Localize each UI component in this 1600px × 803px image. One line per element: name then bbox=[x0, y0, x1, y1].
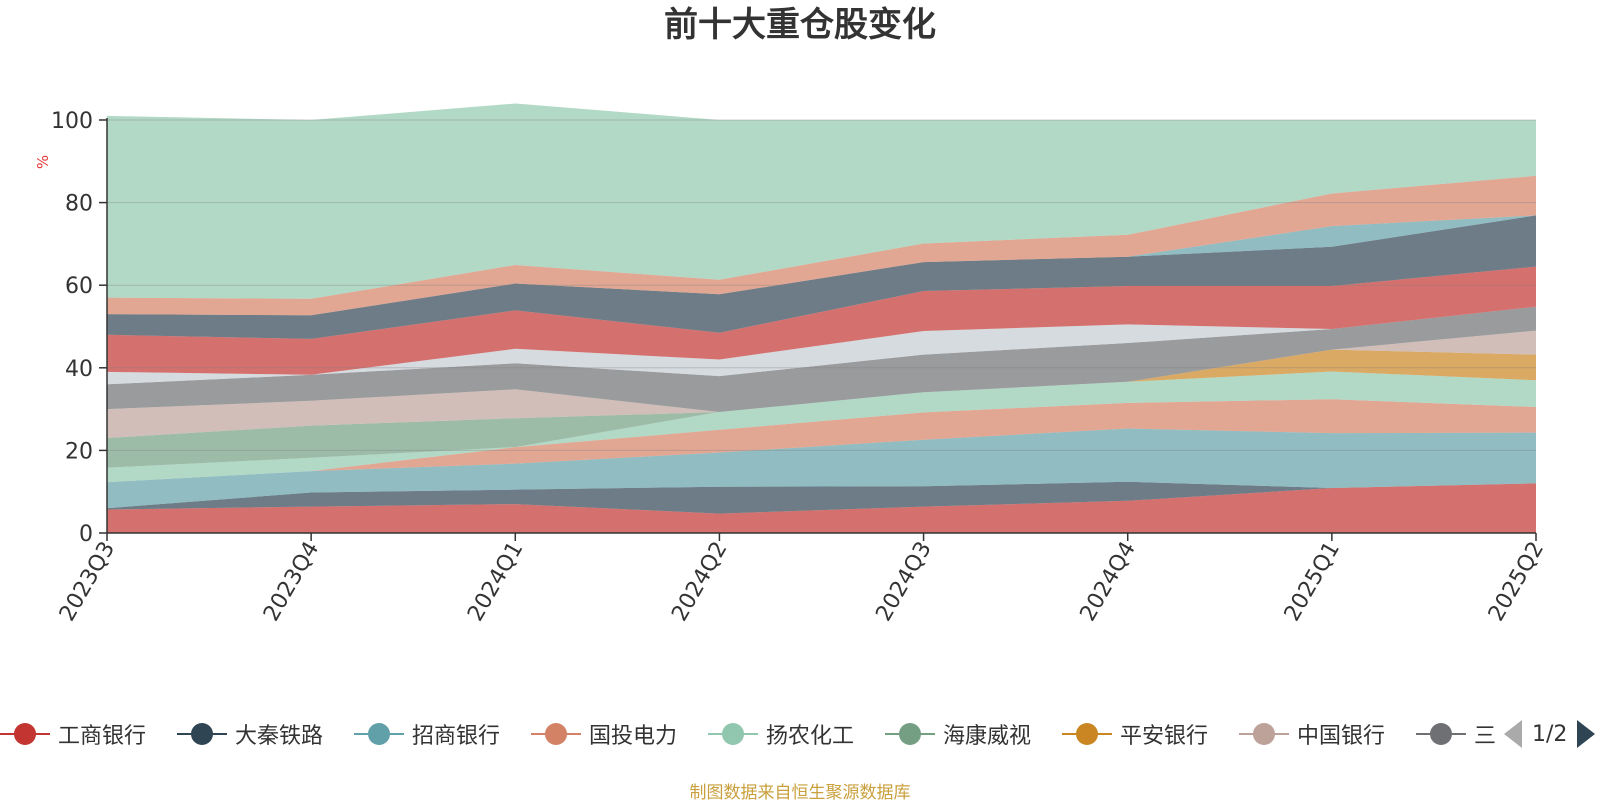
x-tick-label: 2024Q4 bbox=[1076, 538, 1141, 626]
legend-label: 三 bbox=[1474, 724, 1497, 749]
legend-item[interactable]: 工商银行 bbox=[0, 714, 146, 754]
area-series-layer bbox=[107, 103, 1536, 533]
grid-layer bbox=[107, 119, 1536, 451]
legend-marker-icon bbox=[177, 714, 227, 754]
x-tick-label: 2025Q2 bbox=[1484, 538, 1549, 626]
legend-label: 中国银行 bbox=[1297, 724, 1386, 749]
area-series-6 bbox=[107, 349, 1536, 438]
y-tick-label: 80 bbox=[65, 192, 93, 217]
legend-marker-icon bbox=[885, 714, 935, 754]
legend-marker-icon bbox=[354, 714, 404, 754]
y-tick-label: 0 bbox=[79, 522, 93, 547]
legend-label: 平安银行 bbox=[1120, 724, 1209, 749]
area-series-10 bbox=[107, 266, 1536, 375]
legend-marker-icon bbox=[1062, 714, 1112, 754]
legend-item[interactable]: 海康威视 bbox=[885, 714, 1031, 754]
y-tick-label: 20 bbox=[65, 439, 93, 464]
legend-item[interactable]: 平安银行 bbox=[1062, 714, 1208, 754]
legend-prev-icon[interactable] bbox=[1504, 720, 1522, 748]
area-series-13 bbox=[107, 175, 1536, 316]
legend-item[interactable]: 三 bbox=[1416, 714, 1496, 754]
legend-label: 招商银行 bbox=[412, 724, 501, 749]
legend-item[interactable]: 中国银行 bbox=[1239, 714, 1385, 754]
legend-label: 扬农化工 bbox=[766, 724, 855, 749]
area-series-5 bbox=[107, 371, 1536, 468]
area-series-8 bbox=[107, 306, 1536, 412]
x-tick-label: 2025Q1 bbox=[1280, 538, 1345, 626]
legend-label: 工商银行 bbox=[58, 724, 147, 749]
area-series-4 bbox=[107, 371, 1536, 483]
legend-marker-icon bbox=[1416, 714, 1466, 754]
legend-item[interactable]: 国投电力 bbox=[531, 714, 677, 754]
x-tick-label: 2023Q3 bbox=[55, 538, 120, 626]
legend-label: 大秦铁路 bbox=[235, 724, 324, 749]
y-axis-label: % bbox=[34, 155, 52, 169]
legend-marker-icon bbox=[0, 714, 50, 754]
x-tick-label: 2024Q3 bbox=[871, 538, 936, 626]
x-tick-label: 2024Q2 bbox=[667, 538, 732, 626]
area-series-0 bbox=[107, 483, 1536, 533]
legend-marker-icon bbox=[1239, 714, 1289, 754]
y-tick-label: 60 bbox=[65, 274, 93, 299]
source-note: 制图数据来自恒生聚源数据库 bbox=[689, 783, 911, 803]
area-series-12 bbox=[107, 215, 1536, 316]
area-series-9 bbox=[107, 306, 1536, 385]
area-series-14 bbox=[107, 103, 1536, 299]
area-series-1 bbox=[107, 481, 1536, 514]
legend-item[interactable]: 招商银行 bbox=[354, 714, 500, 754]
legend-label: 国投电力 bbox=[589, 724, 678, 749]
legend-item[interactable]: 大秦铁路 bbox=[177, 714, 323, 754]
legend-pager: 1/2 bbox=[1496, 714, 1600, 754]
legend: 工商银行 大秦铁路 招商银行 国投电力 扬农化工 海康威视 平安银行 中国银行 三 bbox=[0, 714, 1600, 754]
legend-label: 海康威视 bbox=[943, 724, 1032, 749]
y-tick-label: 100 bbox=[51, 109, 93, 134]
y-tick-label: 40 bbox=[65, 357, 93, 382]
legend-marker-icon bbox=[531, 714, 581, 754]
chart-title: 前十大重仓股变化 bbox=[664, 5, 936, 45]
legend-item[interactable]: 扬农化工 bbox=[708, 714, 854, 754]
chart-canvas: 0 20 40 60 80 100 2023Q3 2023Q4 2024Q1 2024Q2 2024… bbox=[34, 103, 1549, 626]
legend-marker-icon bbox=[708, 714, 758, 754]
x-tick-label: 2024Q1 bbox=[463, 538, 528, 626]
area-series-3 bbox=[107, 399, 1536, 483]
legend-page-indicator: 1/2 bbox=[1532, 721, 1568, 747]
legend-next-icon[interactable] bbox=[1577, 720, 1596, 748]
area-series-2 bbox=[107, 428, 1536, 509]
x-tick-label: 2023Q4 bbox=[259, 538, 324, 626]
area-series-11 bbox=[107, 215, 1536, 339]
area-series-7 bbox=[107, 330, 1536, 438]
